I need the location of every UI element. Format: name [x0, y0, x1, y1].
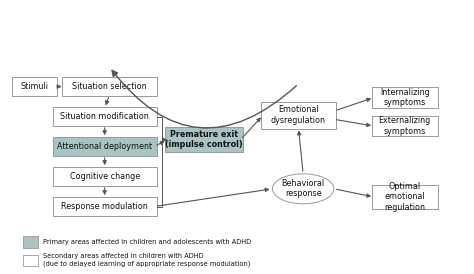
FancyBboxPatch shape [12, 77, 57, 96]
Text: Primary areas affected in children and adolescents with ADHD: Primary areas affected in children and a… [43, 239, 251, 245]
Text: Attentional deployment: Attentional deployment [57, 142, 152, 151]
Text: Situation modification: Situation modification [60, 112, 149, 121]
Text: Premature exit
(impulse control): Premature exit (impulse control) [165, 130, 243, 149]
Text: Situation selection: Situation selection [72, 82, 147, 91]
FancyBboxPatch shape [261, 102, 336, 129]
FancyBboxPatch shape [23, 255, 37, 266]
Text: Secondary areas affected in children with ADHD
(due to delayed learning of appro: Secondary areas affected in children wit… [43, 253, 251, 267]
FancyBboxPatch shape [372, 185, 438, 209]
Text: Stimuli: Stimuli [21, 82, 49, 91]
FancyBboxPatch shape [62, 77, 156, 96]
Text: Optimal
emotional
regulation: Optimal emotional regulation [384, 182, 425, 212]
Text: Behavioral
response: Behavioral response [282, 179, 325, 198]
Ellipse shape [273, 174, 334, 204]
FancyBboxPatch shape [53, 167, 156, 186]
FancyBboxPatch shape [165, 127, 243, 152]
Text: Externalizing
symptoms: Externalizing symptoms [379, 116, 431, 136]
FancyBboxPatch shape [372, 87, 438, 108]
FancyBboxPatch shape [53, 197, 156, 216]
Text: Response modulation: Response modulation [61, 202, 148, 211]
FancyArrowPatch shape [112, 70, 296, 128]
Text: Emotional
dysregulation: Emotional dysregulation [271, 105, 326, 125]
FancyBboxPatch shape [53, 137, 156, 156]
Text: Internalizing
symptoms: Internalizing symptoms [380, 88, 429, 107]
Text: Cognitive change: Cognitive change [70, 172, 140, 181]
FancyBboxPatch shape [53, 107, 156, 126]
FancyBboxPatch shape [23, 236, 37, 247]
FancyBboxPatch shape [372, 116, 438, 136]
